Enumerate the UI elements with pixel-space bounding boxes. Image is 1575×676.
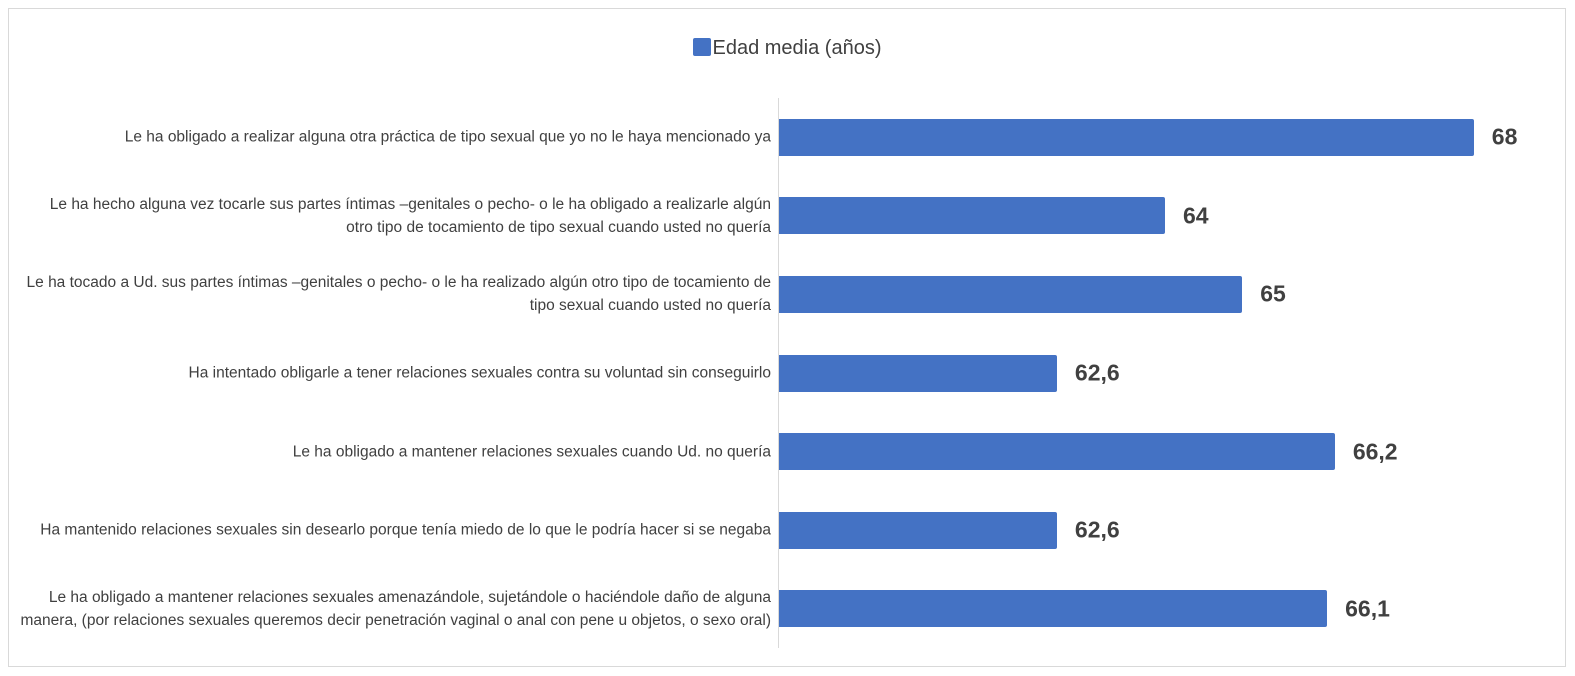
y-tick-label: Le ha obligado a realizar alguna otra pr… — [124, 128, 771, 146]
y-tick-label: Le ha hecho alguna vez tocarle sus parte… — [49, 195, 771, 236]
data-label: 68 — [1491, 123, 1518, 150]
data-label: 66,1 — [1345, 595, 1390, 622]
data-label: 64 — [1183, 202, 1209, 229]
y-tick-label: Le ha obligado a mantener relaciones sex… — [292, 443, 771, 461]
data-label: 65 — [1260, 280, 1286, 307]
legend: Edad media (años) — [9, 37, 1565, 60]
axis-line — [778, 98, 779, 648]
y-tick-label: Le ha tocado a Ud. sus partes íntimas –g… — [26, 274, 771, 315]
bar — [779, 197, 1165, 235]
bar — [779, 511, 1057, 549]
chart: Edad media (años) Le ha obligado a reali… — [8, 8, 1566, 667]
y-tick-label: Ha mantenido relaciones sexuales sin des… — [40, 521, 771, 539]
bar — [779, 590, 1328, 628]
data-label: 62,6 — [1074, 359, 1120, 386]
legend-swatch — [692, 38, 711, 56]
y-tick-label: Le ha obligado a mantener relaciones sex… — [20, 588, 771, 629]
y-tick-label: Ha intentado obligarle a tener relacione… — [188, 364, 771, 382]
bar — [779, 275, 1243, 313]
data-label: 62,6 — [1074, 516, 1120, 543]
bar — [779, 354, 1057, 392]
data-label: 66,2 — [1352, 438, 1398, 465]
bar — [779, 433, 1335, 471]
bar — [779, 118, 1474, 156]
legend-label: Edad media (años) — [712, 37, 882, 59]
